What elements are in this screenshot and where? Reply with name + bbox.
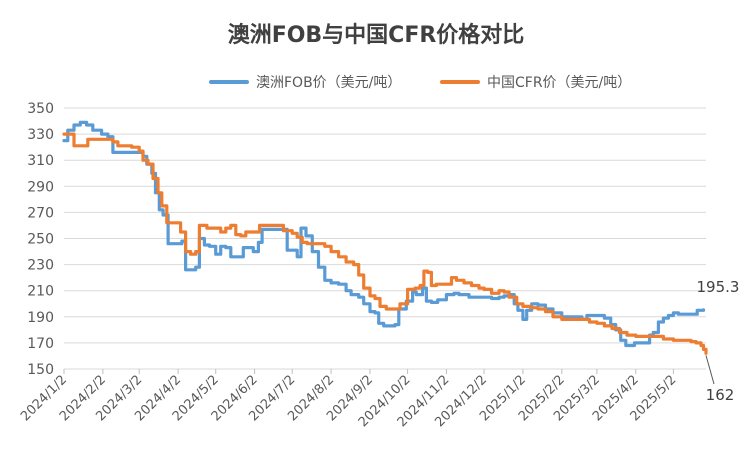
- series-line-fob: [62, 120, 706, 348]
- y-tick-label: 210: [27, 284, 54, 300]
- y-tick-label: 350: [27, 101, 54, 117]
- y-tick-label: 270: [27, 205, 54, 221]
- legend: 澳洲FOB价（美元/吨） 中国CFR价（美元/吨）: [209, 75, 631, 91]
- legend-label-cfr: 中国CFR价（美元/吨）: [487, 75, 631, 91]
- annotation-cfr-last: 162: [706, 386, 735, 404]
- y-tick-label: 310: [27, 153, 54, 169]
- annotations: 195.3 162: [697, 278, 740, 404]
- y-tick-label: 170: [27, 336, 54, 352]
- series-lines: [62, 120, 708, 355]
- gridlines: [64, 107, 706, 370]
- series-line-cfr: [62, 132, 708, 355]
- annotation-fob-last: 195.3: [697, 278, 740, 296]
- y-tick-label: 230: [27, 258, 54, 274]
- x-axis-ticks: 2024/1/22024/2/22024/3/22024/4/22024/5/2…: [18, 369, 679, 430]
- y-tick-label: 150: [27, 362, 54, 378]
- chart-title: 澳洲FOB与中国CFR价格对比: [228, 22, 525, 48]
- legend-label-fob: 澳洲FOB价（美元/吨）: [256, 75, 401, 91]
- y-tick-label: 250: [27, 232, 54, 248]
- y-axis-ticks: 150 170 190 210 230 250 270 290 310 330 350: [27, 101, 54, 378]
- y-tick-label: 330: [27, 127, 54, 143]
- y-tick-label: 290: [27, 179, 54, 195]
- annotation-leader: [705, 355, 715, 385]
- y-tick-label: 190: [27, 310, 54, 326]
